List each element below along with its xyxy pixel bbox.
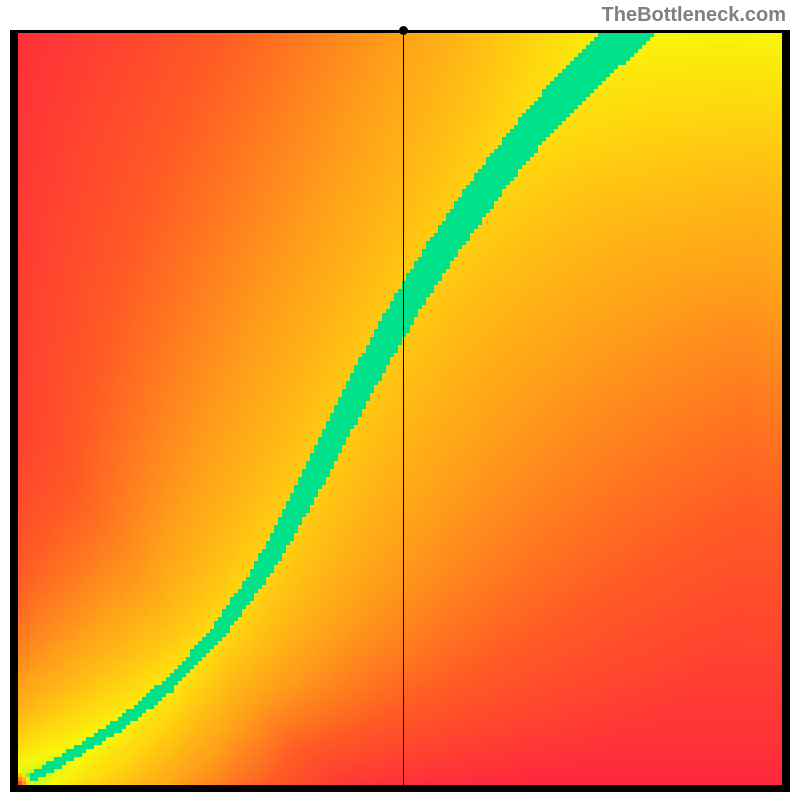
- heatmap-canvas: [18, 33, 782, 785]
- watermark-text: TheBottleneck.com: [602, 4, 786, 27]
- top-marker-dot: [399, 26, 408, 35]
- heatmap-frame: [10, 30, 790, 792]
- vertical-guideline: [403, 33, 404, 785]
- heatmap-plot-area: [18, 33, 782, 785]
